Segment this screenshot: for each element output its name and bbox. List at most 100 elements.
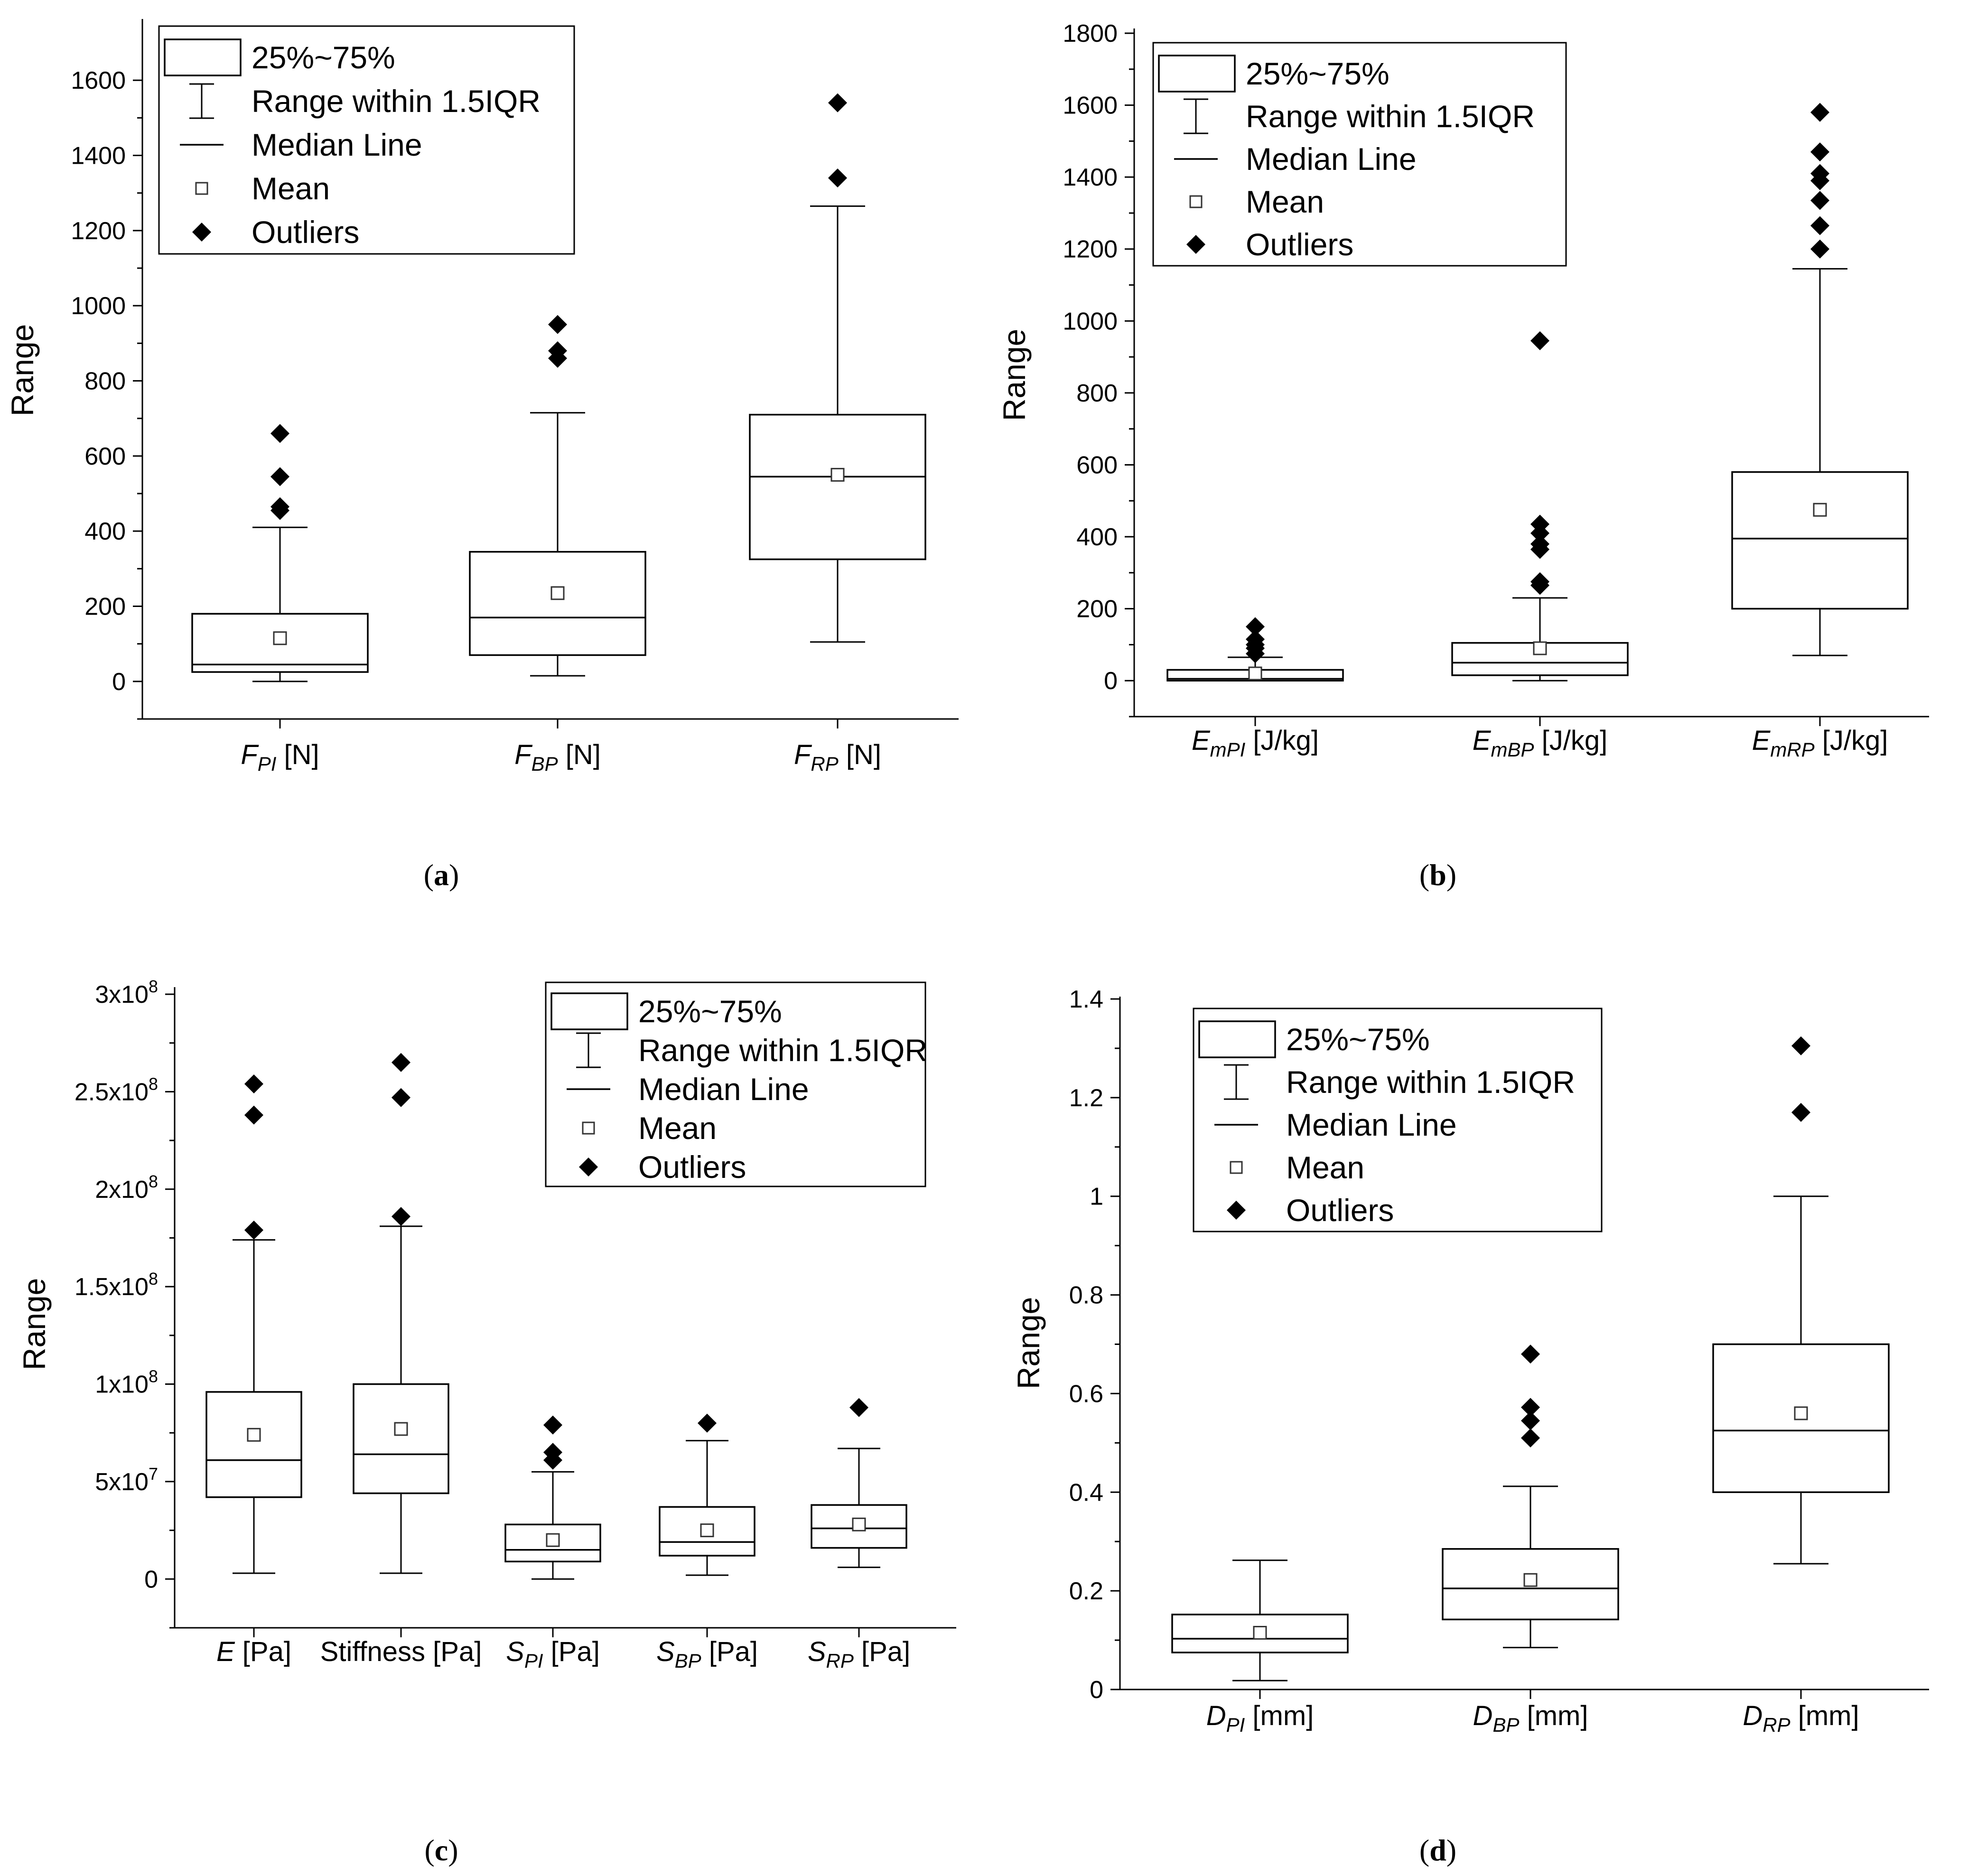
mean-marker — [852, 1517, 866, 1531]
legend-label: Range within 1.5IQR — [1286, 1064, 1575, 1100]
y-tick-label: 800 — [84, 368, 126, 395]
x-category-label: FPI [N] — [241, 739, 319, 775]
legend-label: Median Line — [638, 1072, 809, 1107]
x-category-label: Stiffness [Pa] — [320, 1636, 482, 1667]
mean-marker — [1523, 1573, 1538, 1587]
outlier-point — [1521, 1428, 1540, 1447]
y-tick-label: 600 — [1076, 451, 1118, 479]
panel-caption: (d) — [1419, 1833, 1456, 1867]
y-tick-label: 0 — [144, 1566, 158, 1593]
y-tick-label: 600 — [84, 443, 126, 470]
legend-outlier-icon — [579, 1157, 598, 1176]
x-category-label: DPI [mm] — [1206, 1700, 1314, 1736]
mean-marker — [1813, 503, 1827, 517]
legend-label: 25%~75% — [638, 994, 782, 1029]
box-F-RP: FRP [N] — [749, 93, 926, 775]
panel-caption: (c) — [424, 1833, 458, 1867]
legend-label: Outliers — [252, 215, 359, 250]
x-category-label: FRP [N] — [794, 739, 881, 775]
legend-label: Outliers — [1286, 1193, 1394, 1228]
outlier-point — [1810, 164, 1829, 183]
outlier-point — [1521, 1398, 1540, 1417]
legend-outlier-icon — [192, 223, 211, 242]
y-tick-label: 1400 — [1063, 164, 1118, 191]
legend: 25%~75% Range within 1.5IQR Median Line Mea… — [545, 981, 927, 1187]
y-axis-title: Range — [5, 324, 40, 417]
panel-b: 0 200 400 600 800 1000 1200 1400 1600 1800 Range Em… — [997, 20, 1929, 892]
legend-label: Outliers — [638, 1149, 746, 1185]
outlier-point — [849, 1398, 868, 1417]
box-D-BP: DBP [mm] — [1442, 1344, 1619, 1736]
box-S-PI: SPI [Pa] — [504, 1415, 601, 1672]
mean-marker — [394, 1422, 408, 1436]
legend-label: Mean — [1246, 184, 1324, 219]
outlier-point — [1246, 630, 1265, 649]
y-tick-label: 1600 — [71, 67, 126, 94]
x-category-label: E [Pa] — [216, 1636, 291, 1667]
y-tick-label: 1200 — [1063, 236, 1118, 263]
outlier-point — [1810, 103, 1829, 122]
y-tick-label: 5x107 — [95, 1464, 158, 1496]
box-D-RP: DRP [mm] — [1712, 1036, 1890, 1736]
y-tick-label: 1000 — [1063, 308, 1118, 335]
legend-label: 25%~75% — [1246, 56, 1390, 91]
outlier-point — [270, 497, 289, 516]
y-tick-label: 1x108 — [95, 1367, 158, 1399]
panel-c: 0 5x107 1x108 1.5x108 2x108 2.5x108 3x108 Range… — [17, 977, 956, 1867]
legend-label: Range within 1.5IQR — [1246, 99, 1535, 134]
x-category-label: SBP [Pa] — [656, 1636, 758, 1672]
outlier-point — [1810, 191, 1829, 210]
outlier-point — [1810, 216, 1829, 235]
iqr-box — [469, 551, 646, 656]
mean-marker — [1253, 1625, 1267, 1640]
legend-mean-icon — [1189, 195, 1203, 208]
y-tick-label: 1 — [1090, 1183, 1103, 1211]
y-tick-label: 0 — [112, 668, 126, 696]
y-tick-label: 2x108 — [95, 1172, 158, 1204]
y-tick-label: 1.4 — [1069, 986, 1103, 1013]
mean-marker — [700, 1523, 714, 1538]
x-category-label: SRP [Pa] — [808, 1636, 910, 1672]
y-tick-label: 0.4 — [1069, 1479, 1103, 1506]
y-tick-label: 1400 — [71, 142, 126, 170]
box-F-BP: FBP [N] — [469, 315, 646, 775]
x-category-label: EmPI [J/kg] — [1192, 725, 1319, 761]
mean-marker — [830, 467, 845, 482]
y-tick-label: 0.6 — [1069, 1380, 1103, 1408]
outlier-point — [828, 93, 847, 112]
legend-label: 25%~75% — [1286, 1022, 1430, 1057]
legend-mean-icon — [1230, 1161, 1243, 1174]
iqr-box — [353, 1383, 449, 1494]
x-category-label: DRP [mm] — [1743, 1700, 1859, 1736]
legend-label: Median Line — [1246, 141, 1417, 177]
legend-label: Range within 1.5IQR — [638, 1033, 927, 1068]
y-tick-label: 400 — [1076, 523, 1118, 551]
y-tick-label: 400 — [84, 518, 126, 545]
y-tick-label: 0 — [1104, 667, 1118, 695]
legend: 25%~75% Range within 1.5IQR Median Line Mea… — [158, 25, 575, 255]
legend-mean-icon — [582, 1121, 595, 1135]
legend-box-icon — [164, 38, 242, 76]
iqr-box — [1731, 471, 1909, 610]
outlier-point — [244, 1221, 263, 1240]
outlier-point — [543, 1415, 562, 1435]
outlier-point — [1791, 1103, 1810, 1122]
mean-marker — [1248, 666, 1262, 681]
outlier-point — [244, 1074, 263, 1093]
outlier-point — [392, 1207, 410, 1226]
mean-marker — [273, 631, 287, 645]
x-category-label: SPI [Pa] — [506, 1636, 600, 1672]
outlier-point — [548, 341, 567, 361]
box-E-mRP: EmRP [J/kg] — [1731, 103, 1909, 761]
legend-label: Outliers — [1246, 227, 1353, 262]
legend-box-icon — [550, 992, 628, 1030]
x-category-label: DBP [mm] — [1473, 1700, 1588, 1736]
y-tick-label: 3x108 — [95, 977, 158, 1008]
outlier-point — [1521, 1344, 1540, 1364]
mean-marker — [1533, 641, 1547, 655]
y-tick-label: 800 — [1076, 380, 1118, 407]
outlier-point — [698, 1413, 717, 1433]
y-axis-title: Range — [1011, 1297, 1046, 1390]
legend-label: Mean — [252, 171, 330, 206]
legend-outlier-icon — [1186, 235, 1205, 254]
